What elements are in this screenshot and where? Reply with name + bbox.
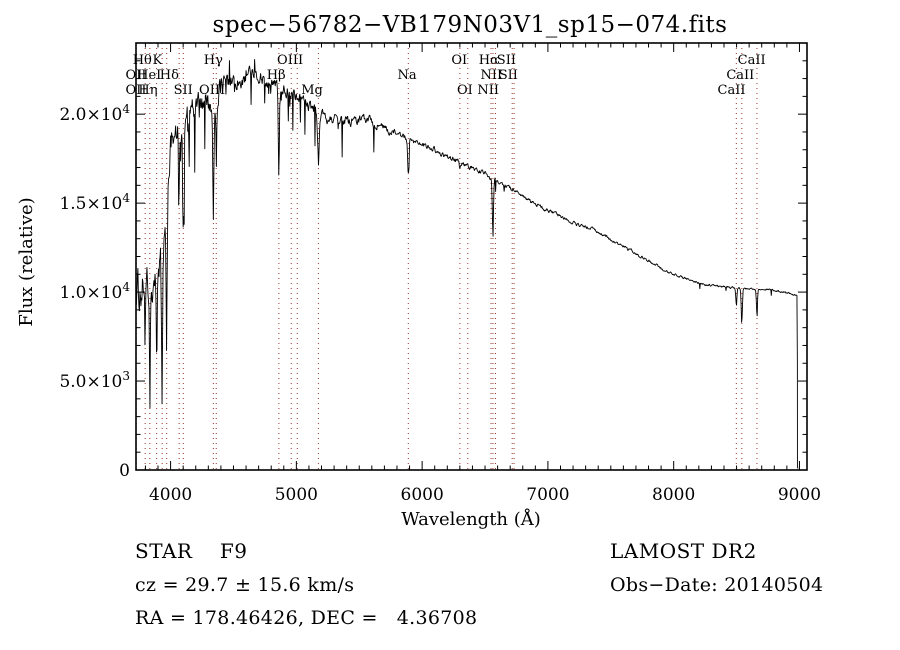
y-tick-label: 5.0×103 [59,369,130,392]
spectral-line-label: SII [499,68,518,83]
spectral-line-label: OI [451,53,467,68]
y-tick-label: 1.5×104 [59,191,130,214]
spectral-line-label: Hη [138,83,157,98]
spectral-line-label: CaII [738,53,766,68]
spectral-line-label: Hθ [133,53,152,68]
spectral-line-label: SII [497,53,516,68]
spectral-line-label: Hα [479,53,499,68]
footer-ra-dec: RA = 178.46426, DEC = 4.36708 [135,607,477,629]
x-tick-label: 9000 [778,485,821,505]
spectral-line-label: Na [397,68,416,83]
spectral-line-label: K [153,53,163,68]
footer-survey: LAMOST DR2 [610,539,757,563]
y-tick-label: 0 [119,461,130,481]
axis-tick-labels: 4000 5000 6000 7000 8000 9000 0 5.0×103 1.0×104 1… [59,102,821,505]
x-tick-label: 8000 [652,485,695,505]
spectral-line-label: Hγ [204,53,223,68]
spectral-line-label: Hδ [160,68,179,83]
spectral-line-label: Mg [301,83,323,98]
spectral-line-label: OI [457,83,473,98]
spectral-line-label: HeI [137,68,161,83]
spectral-line-markers [135,43,758,470]
footer-star-class: STAR F9 [135,539,247,563]
spectrum-curve [135,59,799,469]
spectral-line-label: SII [174,83,193,98]
spectral-line-label: NII [477,83,499,98]
spectral-line-label: CaII [726,68,754,83]
spectral-line-label: CaII [718,83,746,98]
x-tick-label: 7000 [526,485,569,505]
spectral-line-label: NII [480,68,502,83]
plot-title: spec−56782−VB179N03V1_sp15−074.fits [213,12,728,38]
x-tick-label: 5000 [275,485,318,505]
x-tick-label: 6000 [401,485,444,505]
x-axis-title: Wavelength (Å) [401,508,541,530]
y-tick-label: 1.0×104 [59,280,130,303]
axis-ticks [136,43,807,471]
plot-frame [135,42,808,471]
x-tick-label: 4000 [149,485,192,505]
y-axis-title: Flux (relative) [16,197,37,326]
spectral-line-label: Hβ [267,68,286,83]
footer-obs-date: Obs−Date: 20140504 [610,574,823,596]
y-tick-label: 2.0×104 [59,102,130,125]
footer-cz: cz = 29.7 ± 15.6 km/s [135,574,354,596]
spectral-line-label: OIII [277,53,303,68]
